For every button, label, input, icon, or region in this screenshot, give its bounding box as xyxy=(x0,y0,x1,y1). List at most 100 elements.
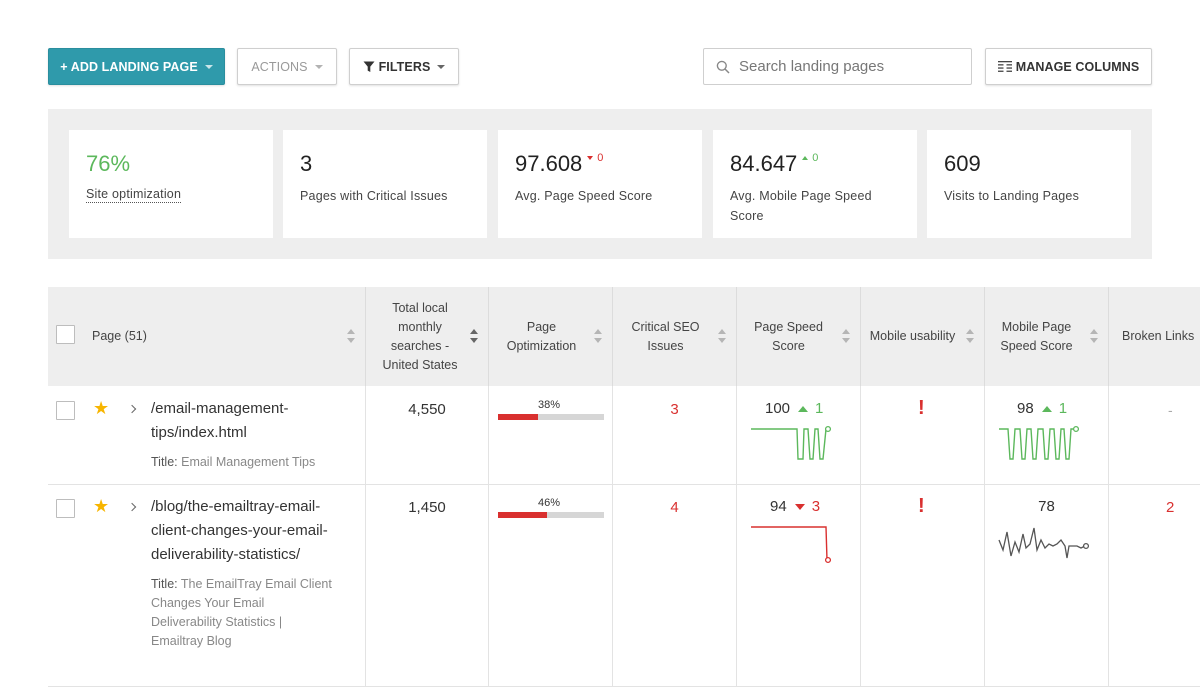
warning-icon[interactable]: ! xyxy=(918,397,925,419)
stat-value: 609 xyxy=(944,151,981,176)
table-header: Page (51) Total local monthly searches -… xyxy=(48,287,1200,386)
sort-icon[interactable] xyxy=(470,329,478,343)
optimization-progress-bar xyxy=(498,512,604,518)
arrow-up-icon xyxy=(1041,405,1052,412)
mobile-speed-value: 78 xyxy=(1038,498,1055,515)
sort-icon[interactable] xyxy=(1090,329,1098,343)
stat-label: Avg. Mobile Page Speed Score xyxy=(730,189,872,223)
broken-links-value: - xyxy=(1168,402,1173,418)
speed-delta: 1 xyxy=(798,400,823,417)
stat-avg-mobile-page-speed: 84.647 0 Avg. Mobile Page Speed Score xyxy=(713,130,917,238)
stat-delta-value: 0 xyxy=(597,152,604,164)
page-url[interactable]: /email-management-tips/index.html xyxy=(151,400,289,441)
mobile-speed-value: 98 xyxy=(1017,400,1034,417)
column-header-searches[interactable]: Total local monthly searches - United St… xyxy=(366,287,489,386)
search-box[interactable] xyxy=(703,48,972,85)
arrow-up-icon xyxy=(798,405,809,412)
page-title-meta: Title: The EmailTray Email Client Change… xyxy=(151,575,336,651)
optimization-percent: 46% xyxy=(538,497,561,509)
column-header-optimization[interactable]: Page Optimization xyxy=(489,287,613,386)
column-header-mobile-speed[interactable]: Mobile Page Speed Score xyxy=(985,287,1109,386)
page-url[interactable]: /blog/the-emailtray-email-client-changes… xyxy=(151,498,328,563)
stat-label[interactable]: Site optimization xyxy=(86,187,182,203)
sort-icon[interactable] xyxy=(966,329,974,343)
stat-delta-value: 0 xyxy=(812,152,819,164)
stat-value: 76% xyxy=(86,151,131,176)
stat-value: 3 xyxy=(300,151,313,176)
stat-label: Pages with Critical Issues xyxy=(300,189,448,203)
critical-cell: 3 xyxy=(613,386,737,484)
speed-delta-value: 3 xyxy=(811,498,821,515)
page-cell: ★ /email-management-tips/index.html Titl… xyxy=(48,386,366,484)
stat-label: Avg. Page Speed Score xyxy=(515,189,653,203)
star-icon[interactable]: ★ xyxy=(93,398,110,418)
manage-columns-label: MANAGE COLUMNS xyxy=(1015,59,1140,74)
column-header-label: Mobile usability xyxy=(869,329,956,343)
column-header-page[interactable]: Page (51) xyxy=(48,287,366,386)
mobile-speed-delta-value: 1 xyxy=(1058,400,1068,417)
row-checkbox[interactable] xyxy=(56,499,75,518)
manage-columns-button[interactable]: MANAGE COLUMNS xyxy=(985,48,1152,85)
optimization-cell: 38% xyxy=(489,386,613,484)
search-input[interactable] xyxy=(739,58,959,75)
chevron-right-icon[interactable] xyxy=(127,502,137,512)
title-label: Title: xyxy=(151,577,178,591)
sort-icon[interactable] xyxy=(347,329,355,343)
chevron-right-icon[interactable] xyxy=(127,404,137,414)
optimization-percent: 38% xyxy=(538,399,561,411)
optimization-cell: 46% xyxy=(489,485,613,686)
add-landing-page-button[interactable]: + ADD LANDING PAGE xyxy=(48,48,225,85)
broken-links-cell: - xyxy=(1109,386,1200,484)
sort-icon[interactable] xyxy=(594,329,602,343)
actions-button[interactable]: ACTIONS xyxy=(237,48,337,85)
speed-delta: 3 xyxy=(794,498,821,515)
searches-cell: 1,450 xyxy=(366,485,489,686)
column-header-label: Mobile Page Speed Score xyxy=(1000,319,1073,353)
column-header-speed[interactable]: Page Speed Score xyxy=(737,287,861,386)
speed-score-value: 94 xyxy=(770,498,787,515)
arrow-up-icon xyxy=(802,156,809,160)
column-header-label: Total local monthly searches - United St… xyxy=(382,300,458,372)
column-header-label: Page Speed Score xyxy=(754,319,823,353)
optimization-progress-bar xyxy=(498,414,604,420)
mobile-speed-cell: 98 1 xyxy=(985,386,1109,484)
sort-icon[interactable] xyxy=(842,329,850,343)
sort-icon[interactable] xyxy=(718,329,726,343)
stat-value: 84.647 xyxy=(730,151,798,176)
stat-delta: 0 xyxy=(802,152,818,164)
select-all-checkbox[interactable] xyxy=(56,325,75,344)
chevron-down-icon xyxy=(204,64,213,69)
stat-value: 97.608 xyxy=(515,151,583,176)
stats-panel: 76% Site optimization 3 Pages with Criti… xyxy=(48,109,1152,259)
optimization-progress-fill xyxy=(498,512,547,518)
warning-icon[interactable]: ! xyxy=(918,495,925,517)
mobile-speed-sparkline xyxy=(998,527,1090,559)
column-header-critical[interactable]: Critical SEO Issues xyxy=(613,287,737,386)
critical-cell: 4 xyxy=(613,485,737,686)
speed-cell: 100 1 xyxy=(737,386,861,484)
speed-sparkline xyxy=(751,425,832,460)
table-row: ★ /email-management-tips/index.html Titl… xyxy=(48,386,1200,485)
critical-issues-value[interactable]: 4 xyxy=(670,499,679,516)
page-title-text: The EmailTray Email Client Changes Your … xyxy=(151,577,332,648)
mobile-speed-delta: 1 xyxy=(1041,400,1068,417)
page-title-meta: Title: Email Management Tips xyxy=(151,453,351,472)
column-header-broken[interactable]: Broken Links xyxy=(1109,287,1200,386)
stat-label: Visits to Landing Pages xyxy=(944,189,1080,203)
search-icon xyxy=(716,60,730,74)
mobile-speed-cell: 78 xyxy=(985,485,1109,686)
row-checkbox[interactable] xyxy=(56,401,75,420)
actions-label: ACTIONS xyxy=(251,59,308,74)
broken-links-value[interactable]: 2 xyxy=(1166,499,1175,516)
searches-cell: 4,550 xyxy=(366,386,489,484)
critical-issues-value[interactable]: 3 xyxy=(670,401,679,418)
filters-button[interactable]: FILTERS xyxy=(349,48,459,85)
table-row: ★ /blog/the-emailtray-email-client-chang… xyxy=(48,485,1200,687)
column-header-mobile[interactable]: Mobile usability xyxy=(861,287,985,386)
chevron-down-icon xyxy=(314,64,323,69)
title-label: Title: xyxy=(151,455,178,469)
mobile-usability-cell: ! xyxy=(861,386,985,484)
add-landing-page-label: + ADD LANDING PAGE xyxy=(60,59,198,74)
star-icon[interactable]: ★ xyxy=(93,496,110,516)
column-header-label: Page (51) xyxy=(92,329,147,343)
